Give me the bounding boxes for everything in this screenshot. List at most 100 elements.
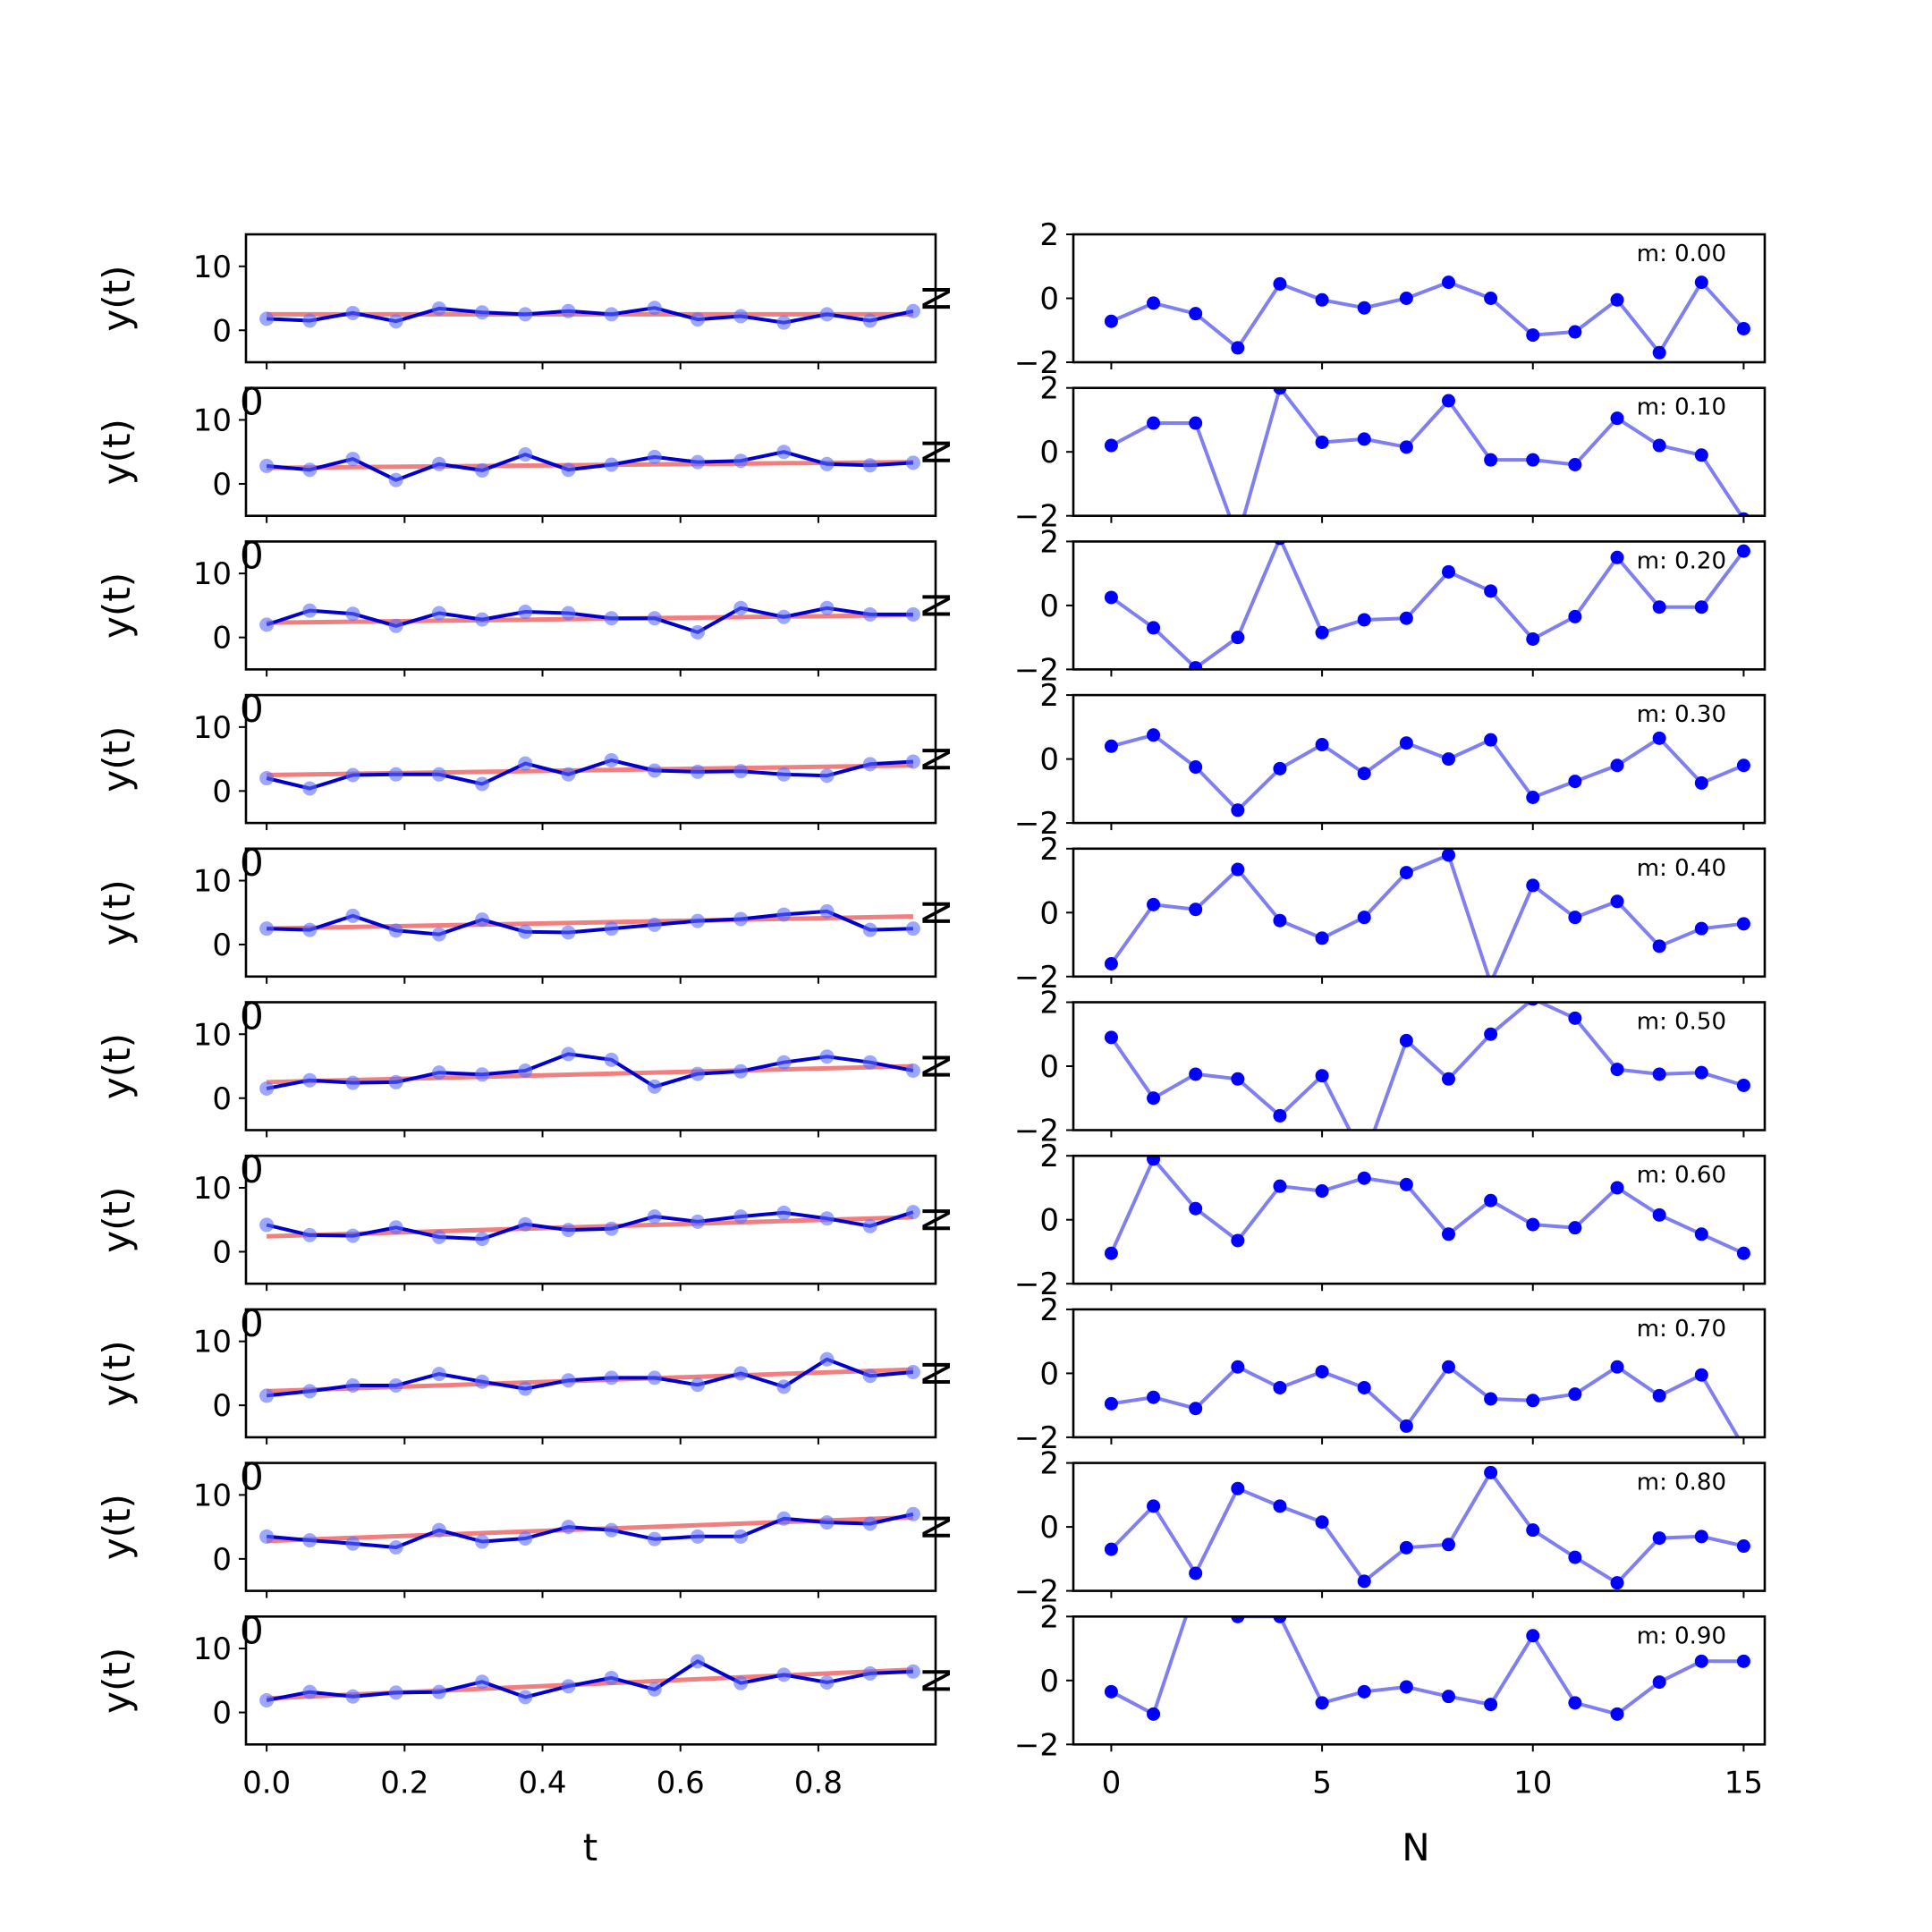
right-y-axis-label: N xyxy=(915,1513,959,1540)
residual-point xyxy=(1399,1033,1413,1047)
right-plot-area xyxy=(1104,848,1750,977)
data-point xyxy=(819,1352,835,1367)
residual-point xyxy=(1104,1396,1118,1411)
residual-point xyxy=(1736,1654,1750,1668)
right-ytick-label: −2 xyxy=(1014,960,1059,996)
slope-annotation: m: 0.90 xyxy=(1637,1623,1726,1649)
right-plot-area xyxy=(1104,275,1750,360)
slope-annotation: m: 0.00 xyxy=(1637,241,1726,267)
right-y-axis-label: N xyxy=(915,1206,959,1233)
data-point xyxy=(475,776,490,792)
left-panel-0: 0 10 y(t) xyxy=(95,233,937,369)
data-point xyxy=(819,1674,835,1690)
residual-point xyxy=(1568,1221,1582,1235)
left-ytick-label: 0 xyxy=(212,928,232,963)
left-ytick-label: 0 xyxy=(212,1542,232,1578)
slope-annotation: m: 0.20 xyxy=(1637,547,1726,574)
data-point xyxy=(388,1377,403,1393)
data-point xyxy=(862,757,877,772)
data-point xyxy=(776,1511,792,1526)
data-point xyxy=(518,1216,533,1232)
left-plot-area xyxy=(259,1654,920,1707)
right-plot-area xyxy=(1104,541,1750,670)
right-ytick-label: 0 xyxy=(1039,1664,1059,1699)
residual-point xyxy=(1357,767,1371,781)
residual-point xyxy=(1399,1419,1413,1433)
left-xtick-label: 0.4 xyxy=(518,1765,566,1801)
data-line xyxy=(267,306,914,325)
left-overlap-glyph: 0 xyxy=(240,995,264,1038)
residual-point xyxy=(1441,1072,1455,1086)
data-line xyxy=(267,909,913,936)
data-point xyxy=(691,1529,706,1544)
right-panel-4: −2 0 2 Nm: 0.40 xyxy=(915,832,1767,996)
residual-point xyxy=(1104,438,1118,453)
right-panel-frame xyxy=(1072,386,1767,518)
residual-point xyxy=(1273,1108,1287,1123)
data-point xyxy=(561,1520,576,1535)
data-point xyxy=(647,1370,662,1385)
right-panel-3: −2 0 2 Nm: 0.30 xyxy=(915,678,1767,842)
residual-point xyxy=(1610,411,1624,426)
data-line xyxy=(266,758,914,791)
residual-point xyxy=(1357,1684,1371,1699)
residual-point xyxy=(1652,1388,1666,1402)
right-x-axis-label: N xyxy=(1402,1826,1429,1869)
data-point xyxy=(776,767,792,782)
data-point xyxy=(862,1218,877,1233)
right-panel-frame xyxy=(1072,1154,1767,1285)
data-point xyxy=(475,1534,490,1549)
residual-point xyxy=(1652,731,1666,745)
data-point xyxy=(561,767,576,782)
right-ytick-label: −2 xyxy=(1014,652,1059,688)
data-point xyxy=(905,1205,920,1220)
residual-point xyxy=(1189,1067,1203,1081)
data-point xyxy=(905,1063,920,1079)
data-point xyxy=(776,609,792,624)
residual-point xyxy=(1652,438,1666,453)
residual-point xyxy=(1484,1465,1498,1479)
right-ytick-label: −2 xyxy=(1014,1420,1059,1456)
residual-point xyxy=(1526,328,1540,343)
data-point xyxy=(431,606,446,621)
data-point xyxy=(345,305,360,320)
data-point xyxy=(302,462,318,478)
data-point xyxy=(733,309,749,324)
residual-point xyxy=(1526,453,1540,467)
data-point xyxy=(819,307,835,322)
data-point xyxy=(691,1214,706,1229)
residual-point xyxy=(1441,564,1455,579)
data-point xyxy=(259,311,275,326)
residual-point xyxy=(1526,1629,1540,1643)
data-point xyxy=(302,1684,318,1699)
residual-point xyxy=(1568,1696,1582,1710)
right-ytick-label: 0 xyxy=(1039,1203,1059,1239)
data-point xyxy=(819,1515,835,1530)
left-plot-area xyxy=(259,1205,920,1247)
residual-point xyxy=(1147,1390,1161,1404)
residual-point xyxy=(1273,1499,1287,1513)
left-panel-frame xyxy=(244,1462,937,1592)
left-ytick-label: 0 xyxy=(212,1081,232,1117)
data-point xyxy=(862,313,877,328)
left-y-axis-label: y(t) xyxy=(95,572,139,639)
data-point xyxy=(388,767,403,782)
residual-point xyxy=(1315,292,1329,307)
residual-point xyxy=(1104,1542,1118,1556)
residual-point xyxy=(1189,902,1203,917)
residual-point xyxy=(1273,1616,1287,1623)
residual-point xyxy=(1652,1675,1666,1690)
data-point xyxy=(259,1529,275,1544)
right-panel-frame xyxy=(1072,693,1767,825)
residual-point xyxy=(1399,292,1413,305)
right-ytick-label: 2 xyxy=(1039,371,1059,407)
residual-point xyxy=(1399,866,1413,880)
data-point xyxy=(905,921,920,936)
right-ytick-label: 2 xyxy=(1039,217,1059,253)
data-point xyxy=(518,447,533,462)
left-ytick-label: 10 xyxy=(193,710,232,746)
trend-line xyxy=(267,1063,914,1085)
residual-point xyxy=(1568,1387,1582,1402)
data-point xyxy=(302,1384,318,1399)
